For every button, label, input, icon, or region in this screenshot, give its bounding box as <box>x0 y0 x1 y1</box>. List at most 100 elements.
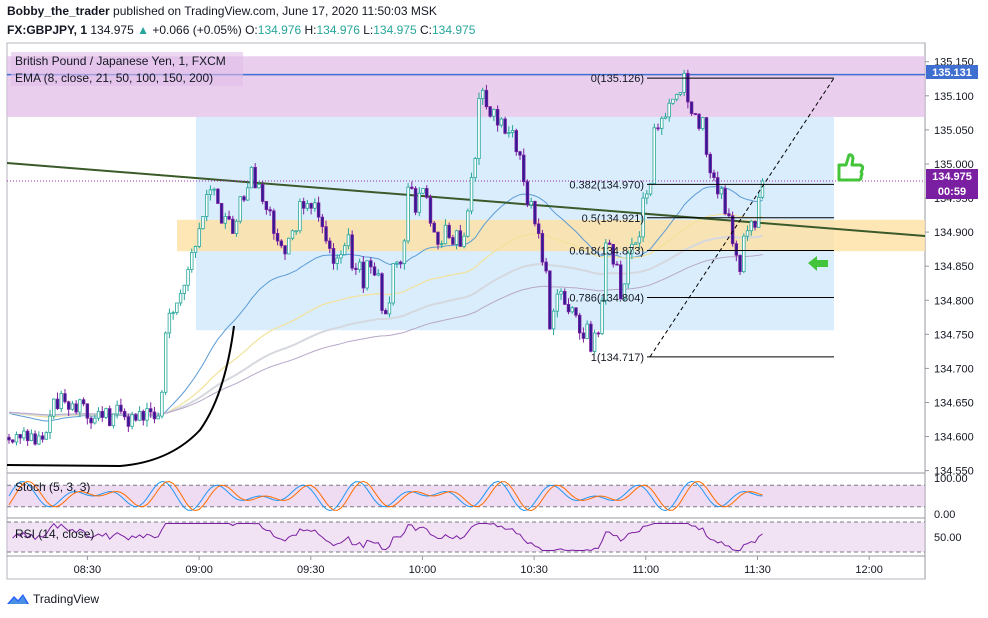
legend-title[interactable]: British Pound / Japanese Yen, 1, FXCM <box>15 54 226 68</box>
candle-body <box>190 252 194 270</box>
candle-body <box>234 220 239 234</box>
candle-body <box>369 260 373 268</box>
candle-body <box>391 263 395 304</box>
candle-body <box>178 293 183 304</box>
fib-level-label: 0.618(134.873) <box>569 246 644 258</box>
candle-body <box>533 201 537 225</box>
candle-body <box>454 230 459 245</box>
candle-body <box>559 290 563 295</box>
candle-body <box>723 188 727 215</box>
candle-body <box>63 393 67 403</box>
candle-body <box>660 117 664 129</box>
price-tick-label: 134.750 <box>934 329 974 341</box>
candle-body <box>555 293 560 312</box>
candle-body <box>14 434 19 443</box>
candle-body <box>305 203 310 209</box>
tradingview-logo[interactable]: TradingView <box>7 592 99 606</box>
candle-body <box>33 433 37 445</box>
symbol-name: FX:GBPJPY, 1 <box>7 23 88 37</box>
candle-body <box>186 269 190 286</box>
candle-body <box>615 263 619 266</box>
candle-body <box>111 413 116 427</box>
candle-body <box>156 415 160 420</box>
stoch-tick-label: 100.00 <box>934 473 968 485</box>
candle-body <box>130 414 134 427</box>
fib-level-label: 0.382(134.970) <box>569 179 644 191</box>
publish-info: published on TradingView.com, June 17, 2… <box>113 4 437 18</box>
low-value: 134.975 <box>373 23 417 37</box>
stoch-legend[interactable]: Stoch (5, 3, 3) <box>15 480 90 494</box>
candle-body <box>395 261 399 264</box>
candle-body <box>301 201 306 209</box>
candle-body <box>507 132 511 134</box>
candle-body <box>44 432 48 440</box>
candle-body <box>611 243 615 265</box>
time-tick-label: 10:30 <box>520 564 548 576</box>
fib-level-label: 0(135.126) <box>591 73 644 85</box>
candle-body <box>630 243 634 254</box>
candle-body <box>115 404 119 415</box>
price-tick-label: 134.600 <box>934 432 974 444</box>
rsi-band <box>7 522 925 552</box>
candle-body <box>484 89 489 108</box>
candle-body <box>529 201 533 206</box>
candle-body <box>149 408 153 413</box>
candle-body <box>66 401 71 410</box>
candle-body <box>757 196 761 228</box>
fib-level-label: 0.5(134.921) <box>582 213 644 225</box>
candle-body <box>182 284 187 294</box>
candle-body <box>652 127 656 185</box>
candle-body <box>70 403 75 410</box>
candle-body <box>492 109 496 117</box>
candle-body <box>346 234 351 247</box>
candle-body <box>309 203 313 209</box>
candle-body <box>350 234 354 269</box>
candle-body <box>331 248 336 264</box>
candle-body <box>122 410 127 418</box>
price-tick-label: 134.650 <box>934 397 974 409</box>
candle-body <box>719 188 724 195</box>
time-tick-label: 11:00 <box>632 564 659 576</box>
candle-body <box>134 414 138 421</box>
candle-body <box>563 290 567 305</box>
tradingview-brand: TradingView <box>33 592 100 606</box>
candle-body <box>152 411 157 420</box>
candle-body <box>100 410 104 418</box>
candle-body <box>730 215 735 245</box>
candle-body <box>548 270 552 330</box>
candle-body <box>436 231 440 245</box>
candle-body <box>663 116 668 119</box>
candle-body <box>238 196 242 222</box>
candle-body <box>104 408 108 418</box>
candle-body <box>287 237 291 255</box>
thumbs-up-icon <box>837 153 865 182</box>
candle-body <box>693 113 698 115</box>
rsi-line <box>12 522 763 552</box>
time-tick-label: 09:30 <box>297 564 325 576</box>
symbol-header: FX:GBPJPY, 1 134.975 ▲ +0.066 (+0.05%) O… <box>7 23 475 37</box>
candle-body <box>59 393 63 410</box>
candle-body <box>704 117 709 155</box>
rsi-legend[interactable]: RSI (14, close) <box>15 527 94 541</box>
candle-body <box>671 98 675 104</box>
candle-body <box>466 210 470 237</box>
tradingview-logo-icon <box>7 594 29 604</box>
price-tick-label: 135.100 <box>934 91 974 103</box>
author-name[interactable]: Bobby_the_trader <box>7 4 110 18</box>
candle-body <box>645 193 649 199</box>
candle-body <box>357 261 362 270</box>
candle-body <box>425 188 429 198</box>
candle-body <box>201 216 205 230</box>
candle-body <box>320 216 325 228</box>
close-value: 134.975 <box>431 23 476 37</box>
price-tick-label: 134.550 <box>934 466 974 478</box>
candle-body <box>686 72 690 103</box>
candle-body <box>462 235 466 247</box>
candle-body <box>458 230 463 247</box>
candle-body <box>384 310 388 315</box>
stoch-tick-label: 0.00 <box>934 509 955 521</box>
candle-body <box>290 230 295 239</box>
candle-body <box>674 94 679 100</box>
legend-ema[interactable]: EMA (8, close, 21, 50, 100, 150, 200) <box>15 71 213 85</box>
